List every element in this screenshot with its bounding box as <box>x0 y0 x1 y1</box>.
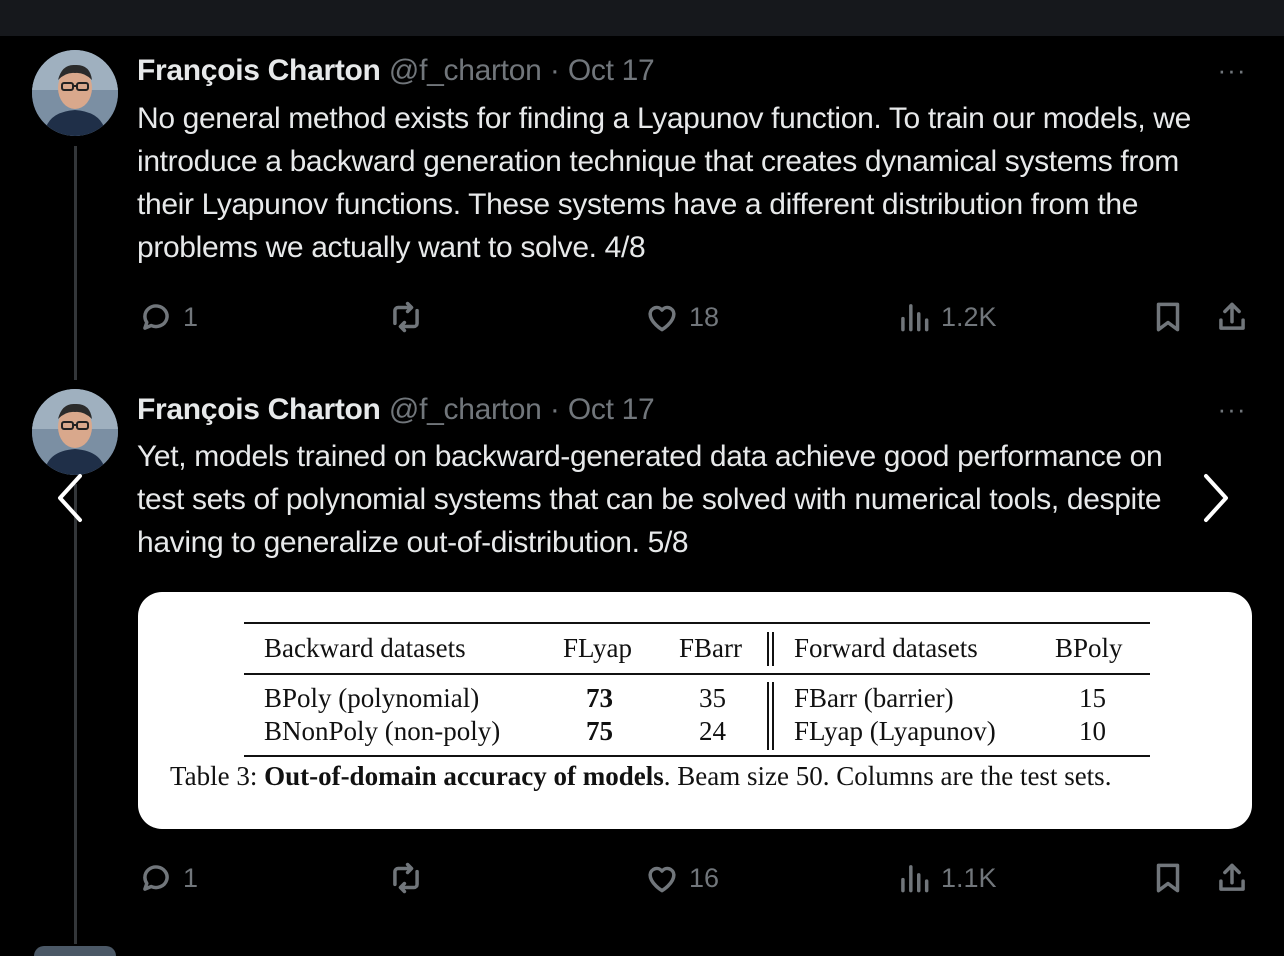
reply-count: 1 <box>183 301 199 332</box>
like-count: 18 <box>689 301 720 332</box>
table-header-rule <box>244 673 1150 675</box>
like-button[interactable]: 16 <box>643 858 719 898</box>
table-cell: FLyap (Lyapunov) <box>794 716 996 746</box>
more-options-button[interactable]: ··· <box>1217 55 1247 85</box>
table-header-cell: FLyap <box>563 633 633 663</box>
share-button[interactable] <box>1213 297 1251 337</box>
bookmark-icon <box>1156 863 1180 893</box>
table-cell: FBarr (barrier) <box>794 683 954 713</box>
retweet-button[interactable] <box>387 297 425 337</box>
separator: · <box>549 54 560 87</box>
previous-button[interactable] <box>50 468 90 528</box>
table-header-cell: FBarr <box>679 633 742 663</box>
table-column-divider <box>772 632 774 666</box>
share-icon <box>1219 863 1245 891</box>
author-handle[interactable]: @f_charton <box>388 393 542 426</box>
heart-icon <box>648 866 676 893</box>
tweet-actions: 1 16 1.1K <box>137 858 1253 898</box>
table-header-cell: Backward datasets <box>264 633 466 663</box>
tweet-text: No general method exists for finding a L… <box>137 102 1199 264</box>
table-top-rule <box>244 622 1150 624</box>
reply-button[interactable]: 1 <box>137 858 198 898</box>
table-column-divider <box>767 682 769 750</box>
tweet-actions: 1 18 1.2K <box>137 297 1253 337</box>
tweet-media-table[interactable]: Backward datasets FLyap FBarr Forward da… <box>138 592 1252 829</box>
table-cell: 73 <box>586 683 613 713</box>
like-button[interactable]: 18 <box>643 297 719 337</box>
author-name[interactable]: François Charton <box>137 54 381 87</box>
share-icon <box>1219 302 1245 330</box>
next-button[interactable] <box>1196 468 1236 528</box>
chevron-right-icon <box>1204 474 1228 522</box>
table-header-cell: BPoly <box>1055 633 1123 663</box>
views-button[interactable]: 1.2K <box>895 297 997 337</box>
tweet-date[interactable]: Oct 17 <box>567 393 655 426</box>
reply-icon <box>143 304 169 330</box>
top-bar <box>0 0 1284 36</box>
thread-line <box>74 146 77 380</box>
table-cell: 24 <box>699 716 726 746</box>
bookmark-button[interactable] <box>1149 858 1187 898</box>
views-count: 1.2K <box>941 301 997 332</box>
table-cell: 75 <box>586 716 613 746</box>
separator: · <box>549 393 560 426</box>
avatar[interactable] <box>32 50 118 136</box>
bookmark-icon <box>1156 302 1180 332</box>
author-name[interactable]: François Charton <box>137 393 381 426</box>
author-handle[interactable]: @f_charton <box>388 54 542 87</box>
caption-bold: Out-of-domain accuracy of models <box>264 761 664 791</box>
next-avatar-partial <box>34 946 116 956</box>
table-cell: 35 <box>699 683 726 713</box>
views-icon <box>901 865 929 893</box>
retweet-button[interactable] <box>387 858 425 898</box>
more-options-button[interactable]: ··· <box>1217 394 1247 424</box>
caption-prefix: Table 3: <box>170 761 265 791</box>
table-header-cell: Forward datasets <box>794 633 978 663</box>
views-button[interactable]: 1.1K <box>895 858 997 898</box>
tweet-header: François Charton @f_charton · Oct 17 <box>137 53 655 89</box>
heart-icon <box>648 305 676 332</box>
chevron-left-icon <box>58 474 82 522</box>
retweet-icon <box>393 862 419 894</box>
reply-icon <box>143 865 169 891</box>
table-cell: BNonPoly (non-poly) <box>264 716 501 746</box>
bookmark-button[interactable] <box>1149 297 1187 337</box>
thread-line <box>74 484 77 944</box>
table-bottom-rule <box>244 755 1150 757</box>
tweet-header: François Charton @f_charton · Oct 17 <box>137 392 655 428</box>
caption-rest: . Beam size 50. Columns are the test set… <box>663 761 1112 791</box>
views-count: 1.1K <box>941 862 997 893</box>
table-caption: Table 3: Out-of-domain accuracy of model… <box>170 760 1111 792</box>
like-count: 16 <box>689 862 720 893</box>
reply-button[interactable]: 1 <box>137 297 198 337</box>
reply-count: 1 <box>183 862 199 893</box>
table-cell: 15 <box>1079 683 1106 713</box>
table-column-divider <box>772 682 774 750</box>
views-icon <box>901 304 929 332</box>
table-column-divider <box>767 632 769 666</box>
avatar[interactable] <box>32 389 118 475</box>
table-cell: BPoly (polynomial) <box>264 683 480 713</box>
table-cell: 10 <box>1079 716 1106 746</box>
retweet-icon <box>393 301 419 333</box>
tweet-text: Yet, models trained on backward-generate… <box>137 440 1171 559</box>
share-button[interactable] <box>1213 858 1251 898</box>
tweet-date[interactable]: Oct 17 <box>567 54 655 87</box>
